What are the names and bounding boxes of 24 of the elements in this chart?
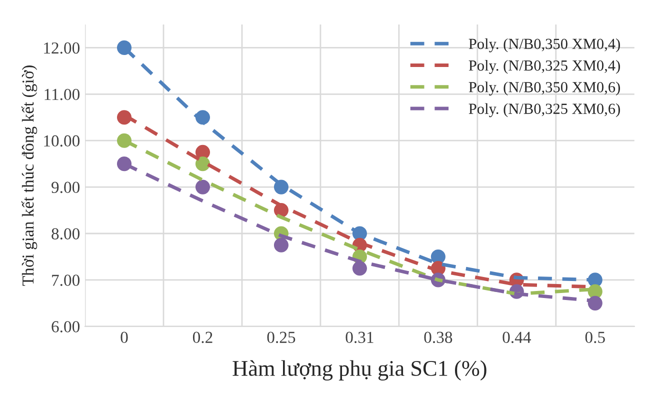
x-tick-label: 0.31 <box>346 332 374 344</box>
x-axis-title: Hàm lượng phụ gia SC1 (%) <box>232 360 486 381</box>
x-tick-label: 0.2 <box>192 332 212 344</box>
x-tick-label: 0.44 <box>502 332 531 344</box>
y-tick-label: 7.00 <box>52 274 80 286</box>
y-tick-label: 10.00 <box>44 135 80 147</box>
x-tick-label: 0.5 <box>585 332 605 344</box>
y-tick-label: 11.00 <box>44 88 80 100</box>
point <box>274 238 289 252</box>
point <box>352 261 367 276</box>
y-tick-label: 8.00 <box>52 228 80 240</box>
legend-label: Poly. (N/B0,350 XM0,4) <box>468 38 620 52</box>
x-tick-label: 0.25 <box>267 332 296 344</box>
y-axis-title: Thời gian kết thúc đông kết (giờ) <box>21 66 38 286</box>
point <box>195 180 210 194</box>
y-tick-label: 12.00 <box>44 42 80 54</box>
legend-label: Poly. (N/B0,350 XM0,6) <box>468 82 620 96</box>
point <box>195 156 210 172</box>
y-tick-label: 9.00 <box>52 182 80 194</box>
legend-label: Poly. (N/B0,325 XM0,6) <box>468 103 620 118</box>
x-tick-label: 0.38 <box>424 332 452 344</box>
y-tick-label: 6.00 <box>52 321 80 332</box>
legend-label: Poly. (N/B0,325 XM0,4) <box>468 60 620 74</box>
x-tick-label: 0 <box>120 332 128 343</box>
